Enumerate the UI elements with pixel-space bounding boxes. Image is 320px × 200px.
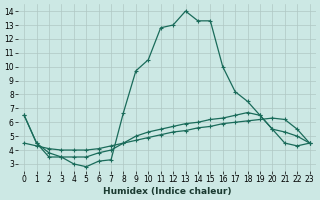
X-axis label: Humidex (Indice chaleur): Humidex (Indice chaleur) xyxy=(103,187,231,196)
